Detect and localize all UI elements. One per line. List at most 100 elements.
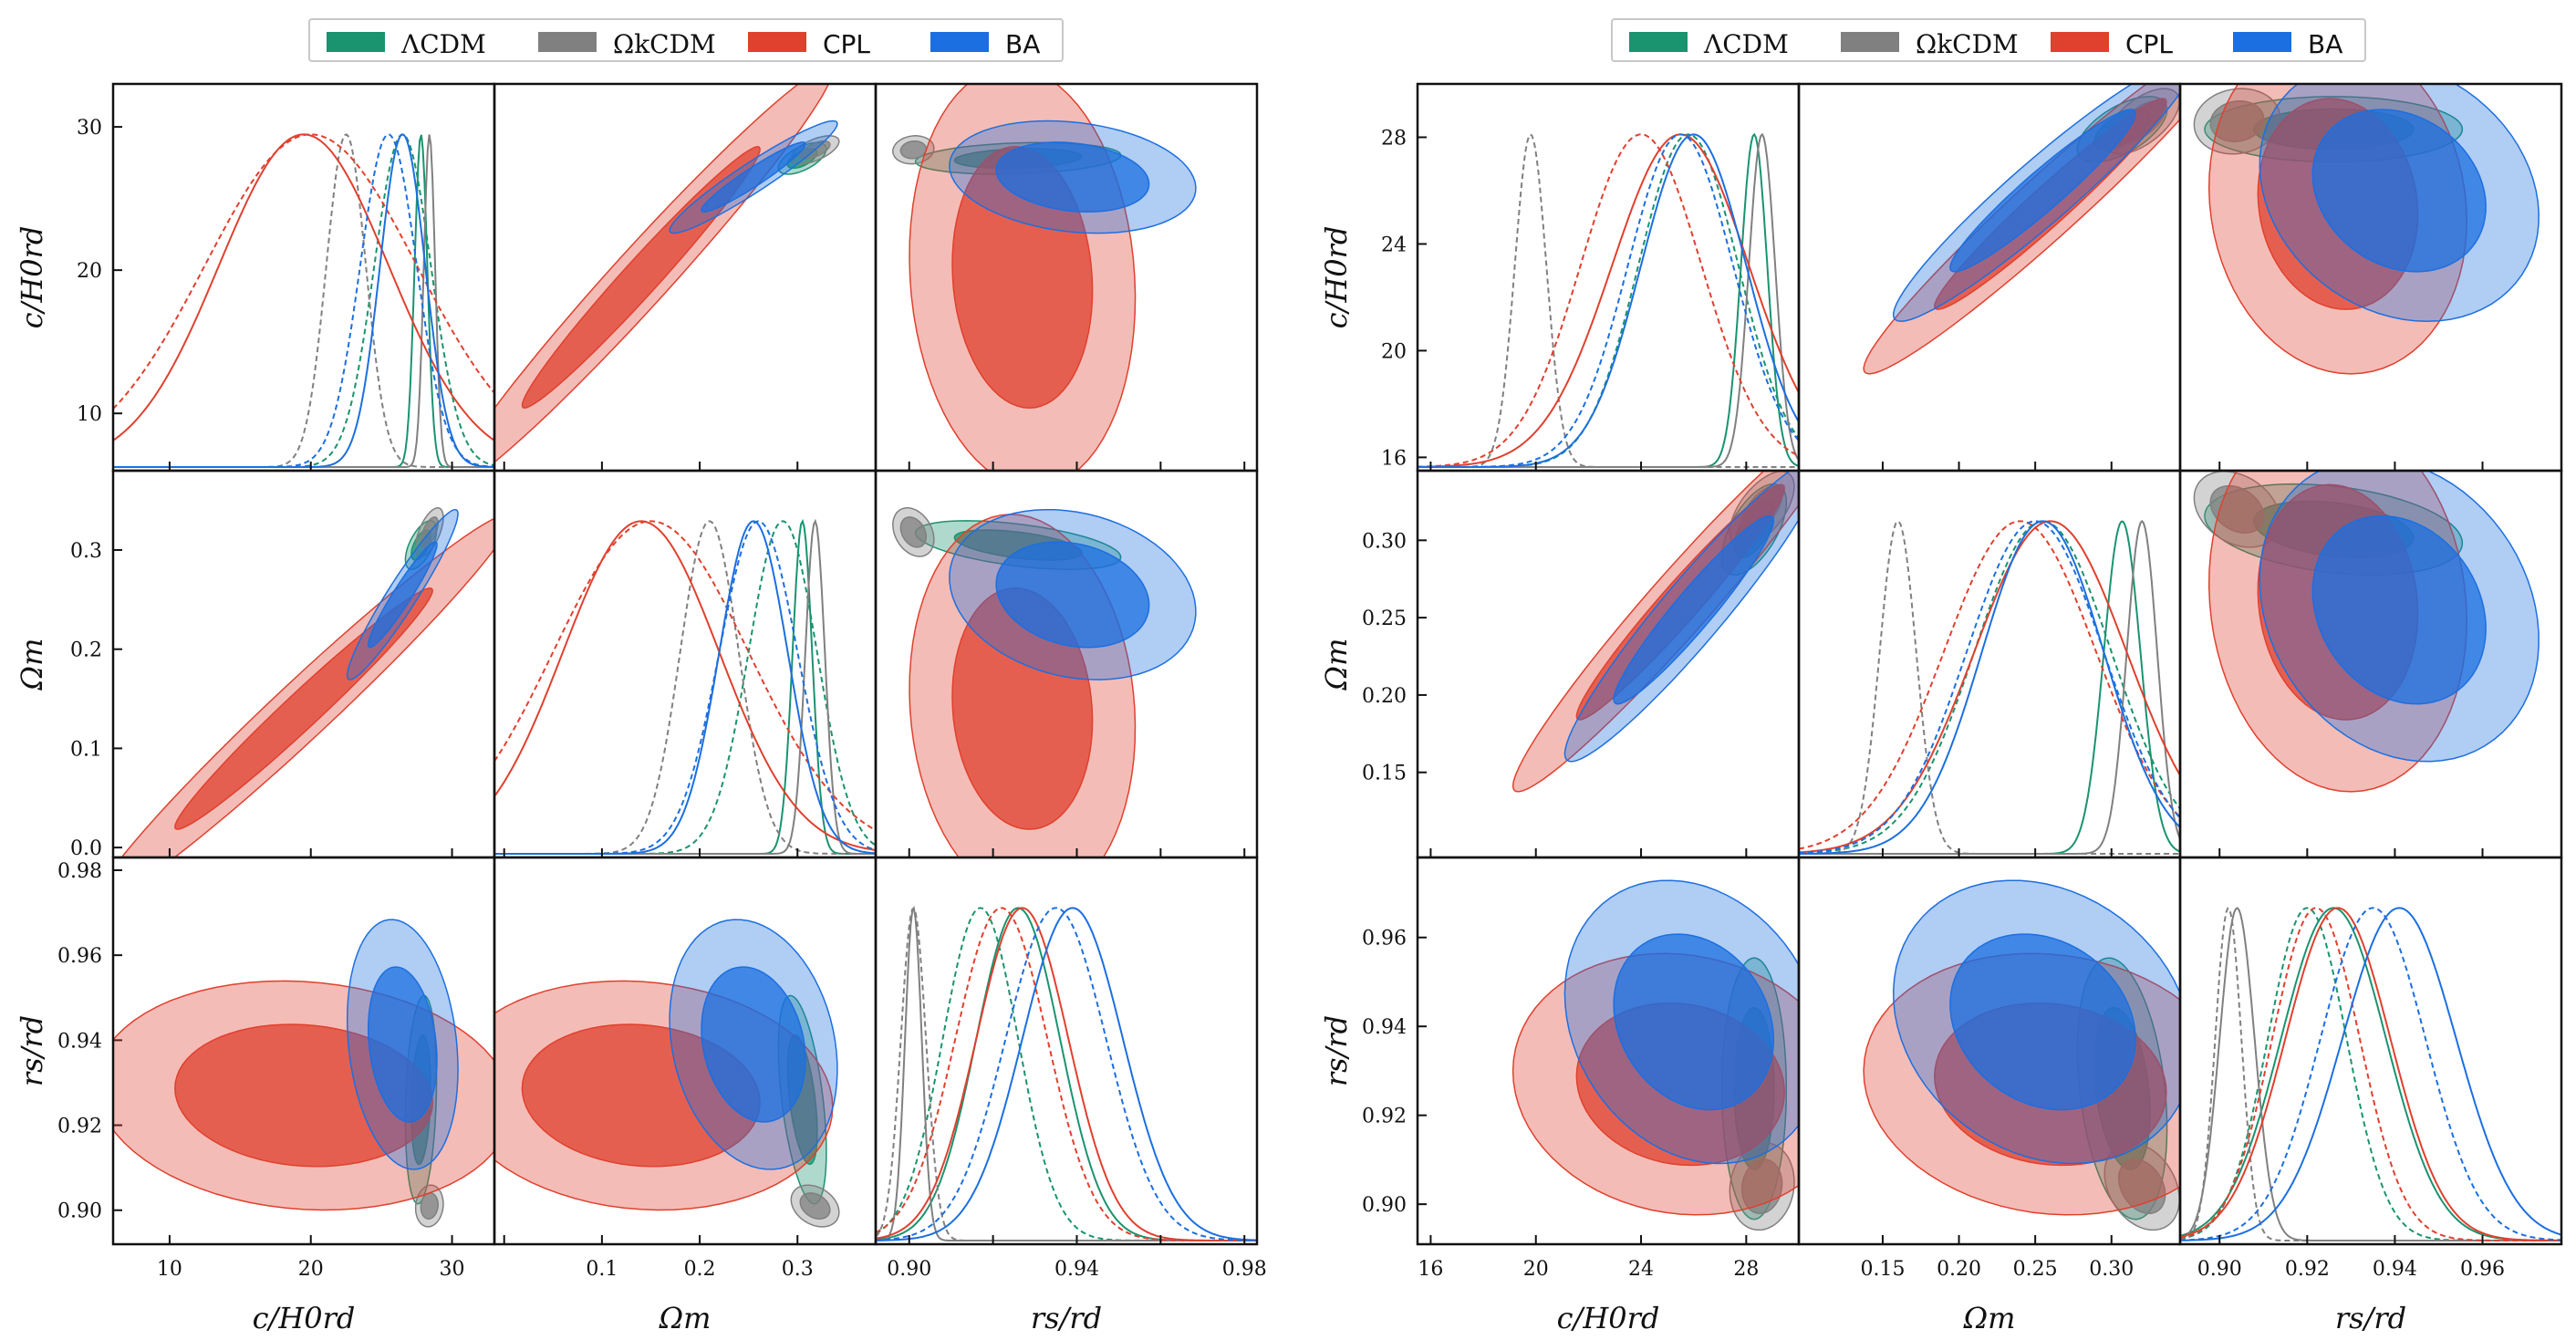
marginal-dashed-ΛCDM <box>113 133 494 468</box>
x-tick-label: 30 <box>440 1258 465 1281</box>
marginal-dashed-ΛCDM <box>2180 907 2561 1241</box>
panel-1-1-content <box>1799 519 2180 855</box>
panel-frame <box>874 856 1259 1246</box>
legend-swatch <box>538 32 597 52</box>
x-tick-label: 24 <box>1628 1258 1654 1281</box>
panel-upper-0-1-content <box>1863 84 2180 375</box>
legend-swatch <box>1629 32 1688 52</box>
legend-left: ΛCDM ΩkCDM CPL BA <box>308 18 1064 62</box>
x-tick-label: 10 <box>157 1258 182 1281</box>
y-axis-label: c/H0rd <box>15 226 49 329</box>
legend-swatch <box>327 32 385 52</box>
legend-swatch <box>930 32 989 52</box>
x-tick-label: 28 <box>1733 1258 1759 1281</box>
legend-right: ΛCDM ΩkCDM CPL BA <box>1611 18 2366 62</box>
marginal-solid-ΛCDM <box>113 134 494 468</box>
y-tick-label: 20 <box>1381 340 1407 363</box>
upper-contour-BA <box>995 541 1150 649</box>
marginal-solid-BA <box>2180 907 2561 1241</box>
upper-contour-CPL <box>951 587 1094 830</box>
x-tick-label: 20 <box>1523 1258 1549 1281</box>
panel-upper-0-2-content <box>892 84 1197 471</box>
marginal-dashed-BA <box>113 133 494 468</box>
marginal-solid-ΩkCDM <box>113 134 494 468</box>
x-axis-label: Ωm <box>659 1301 712 1335</box>
panel-1-1-content <box>494 518 876 855</box>
x-axis-label: rs/rd <box>2335 1301 2406 1335</box>
panel-frame <box>1797 469 2182 859</box>
marginal-solid-BA <box>494 520 876 855</box>
panel-2-2-content <box>2180 907 2561 1241</box>
marginal-dashed-ΩkCDM <box>113 133 494 468</box>
contour-68-ΩkCDM <box>799 1192 831 1220</box>
panel-upper-0-1-content <box>494 84 840 463</box>
x-tick-label: 0.25 <box>2013 1258 2058 1281</box>
y-tick-label: 24 <box>1381 234 1407 256</box>
marginal-dashed-ΛCDM <box>1799 520 2180 855</box>
marginal-solid-BA <box>1799 520 2180 855</box>
legend-swatch <box>2051 32 2109 52</box>
x-axis-label: rs/rd <box>1031 1301 1102 1335</box>
marginal-solid-CPL <box>1799 520 2180 854</box>
x-tick-label: 0.90 <box>2197 1258 2242 1281</box>
panel-0-0-content <box>113 133 494 468</box>
y-axis-label: c/H0rd <box>1319 226 1354 329</box>
marginal-solid-ΛCDM <box>2180 907 2561 1241</box>
legend-swatch <box>2233 32 2291 52</box>
upper-contour-ΩkCDM <box>899 516 928 548</box>
y-tick-label: 0.98 <box>57 860 102 883</box>
y-axis-label: Ωm <box>1319 639 1354 691</box>
upper-contour-BA <box>995 141 1150 213</box>
y-tick-label: 28 <box>1381 127 1407 150</box>
panel-1-0-content <box>120 507 494 857</box>
marginal-solid-BA <box>1418 133 1799 468</box>
x-tick-label: 0.90 <box>887 1258 931 1281</box>
x-tick-label: 0.98 <box>1222 1258 1267 1281</box>
legend-swatch <box>748 32 806 52</box>
x-tick-label: 0.2 <box>684 1258 716 1281</box>
x-tick-label: 0.20 <box>1937 1258 1981 1281</box>
panel-1-0-content <box>1511 471 1799 793</box>
y-tick-label: 0.90 <box>1362 1194 1407 1217</box>
panel-2-2-content <box>876 905 1257 1241</box>
y-axis-label: rs/rd <box>15 1015 49 1086</box>
marginal-solid-BA <box>876 907 1257 1241</box>
y-tick-label: 0.96 <box>57 945 102 968</box>
panel-2-1-content <box>494 919 840 1228</box>
marginal-solid-CPL <box>876 907 1257 1241</box>
upper-contour-ΩkCDM <box>899 140 928 160</box>
marginal-dashed-CPL <box>494 520 876 831</box>
marginal-dashed-BA <box>1418 133 1799 468</box>
marginal-dashed-ΩkCDM <box>2180 907 2561 1241</box>
legend-label: ΩkCDM <box>613 29 716 59</box>
marginal-dashed-CPL <box>1799 520 2180 850</box>
x-axis-label: Ωm <box>1963 1301 2016 1335</box>
marginal-solid-ΩkCDM <box>2180 907 2561 1241</box>
legend-label: ΛCDM <box>401 29 486 59</box>
marginal-dashed-ΩkCDM <box>1799 520 2180 855</box>
x-tick-label: 0.94 <box>1054 1258 1099 1281</box>
x-tick-label: 0.15 <box>1860 1258 1905 1281</box>
marginal-dashed-CPL <box>2180 907 2561 1241</box>
marginal-dashed-BA <box>494 520 876 855</box>
panel-frame <box>874 469 1259 859</box>
y-tick-label: 0.0 <box>70 837 102 860</box>
y-tick-label: 20 <box>77 260 102 283</box>
y-tick-label: 30 <box>77 117 102 140</box>
y-tick-label: 0.92 <box>1362 1106 1407 1128</box>
x-tick-label: 20 <box>298 1258 324 1281</box>
panel-2-1-content <box>1863 879 2180 1231</box>
x-tick-label: 16 <box>1418 1258 1443 1281</box>
legend-label: BA <box>1005 29 1041 59</box>
y-tick-label: 0.94 <box>1362 1016 1407 1039</box>
contour-68-CPL <box>174 587 433 830</box>
y-tick-label: 0.94 <box>57 1030 102 1053</box>
y-tick-label: 0.90 <box>57 1200 102 1223</box>
marginal-dashed-ΛCDM <box>494 520 876 855</box>
marginal-solid-BA <box>113 133 494 468</box>
panel-frame <box>2178 469 2563 859</box>
x-tick-label: 0.92 <box>2285 1258 2330 1281</box>
legend-label: ΛCDM <box>1704 29 1789 59</box>
y-tick-label: 10 <box>77 403 102 426</box>
x-axis-label: c/H0rd <box>1557 1301 1660 1335</box>
